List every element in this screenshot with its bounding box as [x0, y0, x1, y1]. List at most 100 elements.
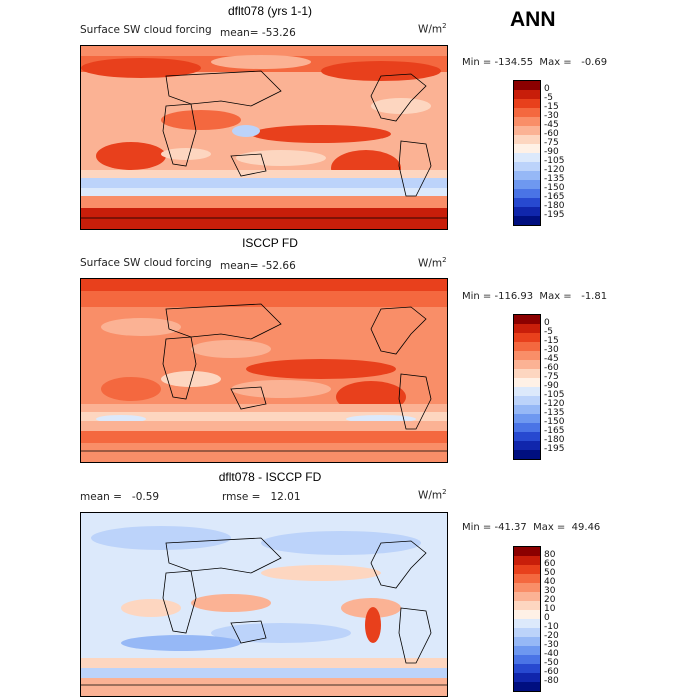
panel-2-colorbar-label: -165 — [544, 426, 565, 436]
panel-2-color-swatch — [514, 423, 540, 432]
panel-2-color-swatch — [514, 360, 540, 369]
panel-3-colorbar — [513, 546, 541, 692]
panel-2-color-swatch — [514, 405, 540, 414]
panel-2-colorbar-label: -120 — [544, 399, 565, 409]
panel-3-colorbar-label: -60 — [544, 667, 559, 677]
panel-1-colorbar-label: -165 — [544, 192, 565, 202]
panel-2-minmax: Min = -116.93 Max = -1.81 — [462, 291, 608, 302]
panel-1-colorbar-label: -135 — [544, 174, 565, 184]
panel-3-color-swatch — [514, 637, 540, 646]
panel-2-colorbar-label: -135 — [544, 408, 565, 418]
panel-1-colorbar-label: -15 — [544, 102, 559, 112]
panel-3-color-swatch — [514, 628, 540, 637]
panel-2-color-swatch — [514, 450, 540, 459]
panel-3-color-swatch — [514, 664, 540, 673]
panel-2-color-swatch — [514, 387, 540, 396]
panel-1-color-swatch — [514, 189, 540, 198]
panel-1-mean: mean= -53.26 — [220, 27, 296, 39]
panel-3-colorbar-label: 10 — [544, 604, 556, 614]
panel-1-colorbar-label: -150 — [544, 183, 565, 193]
panel-3-colorbar-label: -30 — [544, 640, 559, 650]
panel-1-colorbar-label: -45 — [544, 120, 559, 130]
panel-2-colorbar-label: -60 — [544, 363, 559, 373]
panel-1-color-swatch — [514, 99, 540, 108]
panel-1-color-swatch — [514, 198, 540, 207]
panel-2-units: W/m2 — [418, 256, 447, 270]
panel-1-colorbar-label: -60 — [544, 129, 559, 139]
panel-1-color-swatch — [514, 216, 540, 225]
panel-3-color-swatch — [514, 673, 540, 682]
panel-2-color-swatch — [514, 342, 540, 351]
panel-1-color-swatch — [514, 144, 540, 153]
panel-1-color-swatch — [514, 171, 540, 180]
panel-2-mean: mean= -52.66 — [220, 260, 296, 272]
panel-3-color-swatch — [514, 583, 540, 592]
panel-2-variable: Surface SW cloud forcing — [80, 257, 212, 269]
panel-1-colorbar-label: -75 — [544, 138, 559, 148]
panel-1-color-swatch — [514, 117, 540, 126]
panel-2-colorbar-label: -45 — [544, 354, 559, 364]
panel-3-color-swatch — [514, 655, 540, 664]
panel-3-colorbar-label: -80 — [544, 676, 559, 686]
panel-2-color-swatch — [514, 324, 540, 333]
panel-1-color-swatch — [514, 180, 540, 189]
panel-2-colorbar-label: -75 — [544, 372, 559, 382]
panel-3-color-swatch — [514, 547, 540, 556]
panel-3-color-swatch — [514, 646, 540, 655]
panel-2-map — [80, 278, 448, 463]
panel-1-color-swatch — [514, 81, 540, 90]
panel-3-mean: mean = -0.59 — [80, 491, 160, 503]
panel-1-color-swatch — [514, 135, 540, 144]
panel-3-color-swatch — [514, 556, 540, 565]
panel-1-color-swatch — [514, 90, 540, 99]
panel-3-color-swatch — [514, 610, 540, 619]
panel-3-colorbar-label: 80 — [544, 550, 556, 560]
panel-1-colorbar-label: -30 — [544, 111, 559, 121]
panel-1-title: dflt078 (yrs 1-1) — [227, 4, 313, 18]
panel-1-units: W/m2 — [418, 22, 447, 36]
panel-3-colorbar-label: -50 — [544, 658, 559, 668]
panel-1-minmax: Min = -134.55 Max = -0.69 — [462, 57, 608, 68]
panel-3-title: dflt078 - ISCCP FD — [218, 470, 322, 484]
panel-2-colorbar-label: -195 — [544, 444, 565, 454]
panel-3-colorbar-label: -40 — [544, 649, 559, 659]
panel-2-colorbar-label: -90 — [544, 381, 559, 391]
panel-2-colorbar-label: -105 — [544, 390, 565, 400]
panel-3-colorbar-label: 0 — [544, 613, 550, 623]
panel-3-colorbar-label: -10 — [544, 622, 559, 632]
panel-2-color-swatch — [514, 378, 540, 387]
panel-2-colorbar-label: -15 — [544, 336, 559, 346]
panel-3-color-swatch — [514, 565, 540, 574]
panel-2-colorbar-label: -180 — [544, 435, 565, 445]
panel-2-color-swatch — [514, 414, 540, 423]
panel-2-colorbar-label: -5 — [544, 327, 553, 337]
panel-2-colorbar-label: 0 — [544, 318, 550, 328]
panel-2-color-swatch — [514, 432, 540, 441]
panel-3-color-swatch — [514, 601, 540, 610]
panel-2-color-swatch — [514, 396, 540, 405]
panel-3-map — [80, 512, 448, 697]
panel-1-colorbar-label: -120 — [544, 165, 565, 175]
panel-2-color-swatch — [514, 315, 540, 324]
panel-1-variable: Surface SW cloud forcing — [80, 24, 212, 36]
panel-3-units: W/m2 — [418, 488, 447, 502]
panel-2-color-swatch — [514, 351, 540, 360]
panel-3-colorbar-label: 60 — [544, 559, 556, 569]
panel-1-color-swatch — [514, 108, 540, 117]
panel-1-color-swatch — [514, 126, 540, 135]
panel-1-colorbar-label: -180 — [544, 201, 565, 211]
panel-2-colorbar-label: -30 — [544, 345, 559, 355]
panel-2-color-swatch — [514, 333, 540, 342]
panel-2-title: ISCCP FD — [242, 236, 298, 250]
panel-3-rmse: rmse = 12.01 — [222, 491, 301, 503]
panel-3-color-swatch — [514, 682, 540, 691]
panel-2-color-swatch — [514, 441, 540, 450]
panel-3-color-swatch — [514, 592, 540, 601]
panel-1-color-swatch — [514, 153, 540, 162]
panel-2-color-swatch — [514, 369, 540, 378]
panel-1-colorbar-label: -105 — [544, 156, 565, 166]
panel-1-colorbar-label: 0 — [544, 84, 550, 94]
panel-3-colorbar-label: 50 — [544, 568, 556, 578]
panel-1-colorbar-label: -5 — [544, 93, 553, 103]
panel-3-colorbar-label: 30 — [544, 586, 556, 596]
